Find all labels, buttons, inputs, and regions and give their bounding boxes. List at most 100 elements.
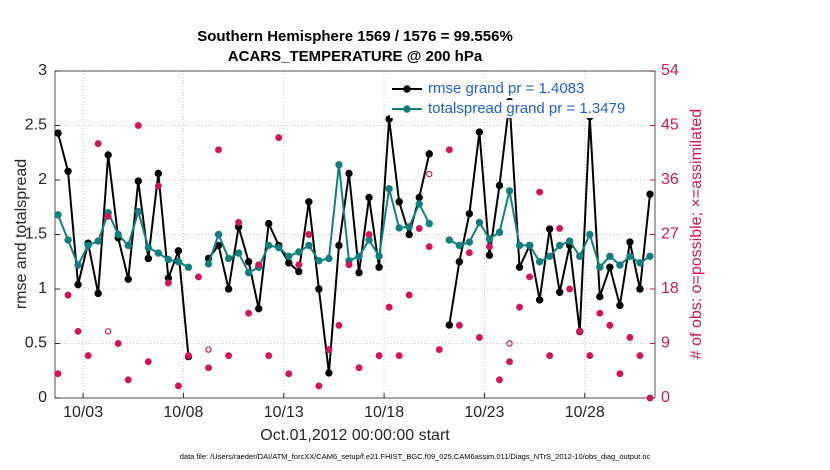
data-point bbox=[74, 280, 82, 289]
data-point bbox=[295, 248, 303, 256]
data-point bbox=[425, 243, 433, 251]
y2-tick-label: 54 bbox=[661, 62, 679, 79]
data-point bbox=[576, 252, 584, 260]
data-point bbox=[405, 291, 413, 299]
y-tick-label: 0 bbox=[38, 389, 47, 406]
data-point bbox=[74, 261, 82, 269]
data-point bbox=[485, 251, 494, 259]
data-point bbox=[355, 268, 363, 277]
legend-bg bbox=[390, 100, 652, 118]
data-point bbox=[174, 258, 183, 266]
y2-tick-label: 9 bbox=[661, 335, 670, 352]
data-point bbox=[134, 177, 142, 185]
x-tick-label: 10/03 bbox=[63, 404, 103, 421]
data-point bbox=[576, 327, 584, 335]
data-point bbox=[144, 254, 153, 263]
data-point bbox=[265, 352, 273, 360]
data-point bbox=[505, 187, 514, 195]
data-point bbox=[586, 230, 594, 239]
data-point bbox=[405, 230, 413, 239]
data-point bbox=[606, 321, 614, 329]
data-point bbox=[455, 258, 464, 266]
data-point bbox=[425, 219, 433, 228]
data-point bbox=[515, 241, 524, 250]
data-point bbox=[425, 150, 433, 158]
data-point bbox=[506, 340, 513, 347]
data-point bbox=[144, 358, 152, 366]
data-point bbox=[275, 134, 283, 142]
data-point bbox=[134, 122, 142, 129]
data-point bbox=[395, 224, 403, 232]
data-point bbox=[54, 211, 62, 219]
data-point bbox=[254, 304, 263, 313]
data-point bbox=[496, 376, 503, 384]
data-point bbox=[475, 218, 484, 227]
legend-bg bbox=[390, 80, 652, 98]
chart-title: Southern Hemisphere 1569 / 1576 = 99.556… bbox=[197, 28, 513, 45]
data-point bbox=[535, 258, 544, 266]
data-point bbox=[586, 352, 594, 360]
legend-label: totalspread grand pr = 1.3479 bbox=[428, 100, 625, 117]
y2-tick-label: 45 bbox=[661, 117, 679, 134]
data-point bbox=[64, 236, 72, 244]
data-point bbox=[94, 237, 102, 245]
data-point bbox=[626, 238, 634, 246]
y2-tick-label: 27 bbox=[661, 226, 679, 243]
data-point bbox=[555, 288, 564, 296]
data-point bbox=[606, 263, 614, 271]
data-point bbox=[596, 309, 604, 317]
data-point bbox=[455, 241, 464, 250]
data-point bbox=[385, 303, 393, 311]
data-point bbox=[545, 252, 554, 260]
data-point bbox=[225, 352, 232, 360]
data-point bbox=[74, 327, 82, 335]
data-point bbox=[626, 334, 634, 341]
data-point bbox=[616, 370, 624, 378]
data-point bbox=[54, 370, 62, 378]
data-point bbox=[94, 289, 102, 298]
data-point bbox=[235, 218, 243, 226]
data-point bbox=[636, 352, 644, 360]
y-axis-label: rmse and totalspread bbox=[13, 159, 30, 309]
data-point bbox=[174, 247, 183, 255]
x-tick-label: 10/18 bbox=[364, 404, 404, 421]
data-point bbox=[305, 231, 313, 238]
y2-tick-label: 0 bbox=[661, 389, 670, 406]
data-point bbox=[476, 334, 483, 341]
data-point bbox=[405, 223, 413, 231]
data-point bbox=[375, 263, 383, 271]
data-point bbox=[244, 258, 253, 266]
data-point bbox=[465, 238, 474, 246]
data-point bbox=[295, 261, 303, 269]
data-point bbox=[606, 252, 614, 260]
data-point bbox=[295, 267, 303, 276]
data-point bbox=[185, 352, 192, 360]
data-point bbox=[164, 255, 173, 264]
data-point bbox=[345, 169, 353, 178]
data-point bbox=[325, 369, 333, 377]
data-point bbox=[64, 291, 72, 299]
data-point bbox=[94, 140, 102, 148]
data-point bbox=[515, 263, 524, 271]
data-point bbox=[114, 340, 122, 347]
data-point bbox=[305, 241, 313, 250]
data-point bbox=[54, 129, 62, 137]
data-point bbox=[84, 241, 92, 250]
data-point bbox=[495, 228, 504, 237]
legend-marker bbox=[403, 85, 411, 93]
data-point bbox=[395, 352, 403, 360]
data-point bbox=[64, 167, 72, 175]
data-point bbox=[616, 301, 624, 310]
data-point bbox=[355, 252, 363, 260]
data-point bbox=[555, 241, 564, 250]
y2-axis-label: # of obs: o=possible; ×=assimilated bbox=[688, 109, 705, 359]
data-point bbox=[124, 241, 132, 250]
data-point bbox=[275, 243, 283, 252]
data-point bbox=[566, 237, 574, 245]
data-point bbox=[305, 198, 313, 206]
data-point bbox=[426, 170, 433, 178]
data-point bbox=[154, 249, 163, 257]
data-point bbox=[566, 285, 574, 293]
x-tick-label: 10/08 bbox=[163, 404, 203, 421]
